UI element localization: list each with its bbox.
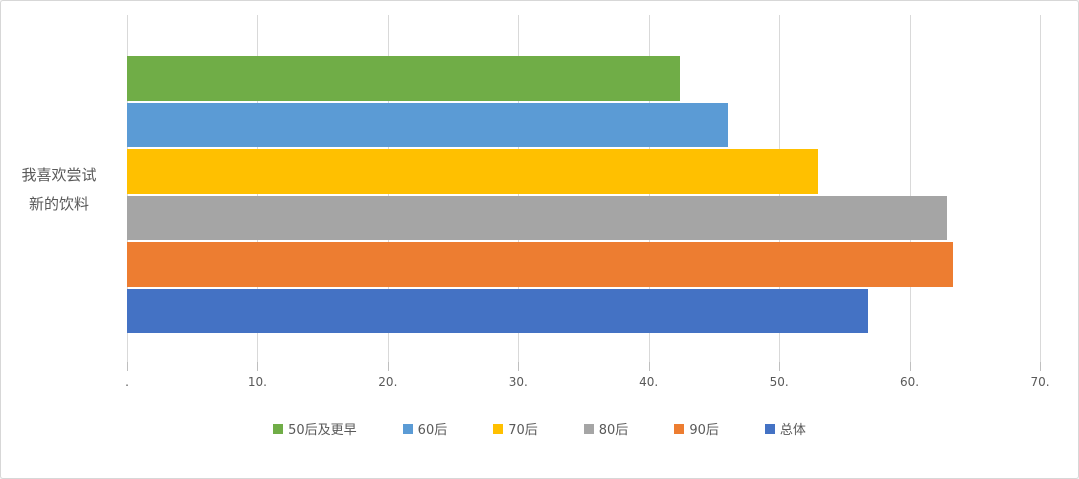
legend-label-3: 80后 (598, 423, 629, 438)
x-axis-tick-label-30: 30. (508, 375, 528, 389)
gridline-60 (909, 15, 911, 362)
x-axis-tick-mark-50 (779, 362, 781, 371)
category-axis-label-line-2: 新的饮料 (28, 195, 89, 213)
legend: 50后及更早 60后 70后 80后 90后 总体 (1, 419, 1078, 438)
legend-item-3[interactable]: 80后 (583, 419, 629, 438)
x-axis-tick-label-40: 40. (639, 375, 659, 389)
x-axis-tick-mark-10 (257, 362, 259, 371)
x-axis-tick-mark-0 (127, 362, 128, 371)
legend-swatch-icon-4 (674, 423, 685, 434)
legend-label-4: 90后 (689, 423, 719, 438)
legend-label-2: 70后 (508, 423, 538, 438)
x-axis-tick-label-50: 50. (769, 375, 789, 389)
legend-item-1[interactable]: 60后 (402, 419, 448, 438)
bar-series-4[interactable] (127, 242, 953, 287)
bar-series-5[interactable] (127, 288, 868, 333)
x-axis-tick-mark-40 (648, 362, 650, 371)
x-axis-tick-label-70: 70. (1030, 375, 1050, 389)
category-axis-label-line-1: 我喜欢尝试 (21, 166, 97, 184)
legend-label-0: 50后及更早 (288, 423, 357, 438)
legend-item-4[interactable]: 90后 (674, 419, 719, 438)
x-axis-tick-label-10: 10. (247, 375, 267, 389)
legend-item-0[interactable]: 50后及更早 (273, 419, 357, 438)
legend-swatch-icon-1 (402, 423, 413, 434)
legend-swatch-icon-3 (583, 423, 594, 434)
bar-series-2[interactable] (127, 149, 819, 194)
bar-series-3[interactable] (127, 195, 948, 240)
legend-swatch-icon-2 (493, 423, 504, 434)
x-axis-tick-mark-70 (1040, 362, 1041, 371)
legend-label-1: 60后 (417, 423, 448, 438)
x-axis-tick-mark-30 (518, 362, 520, 371)
x-axis-tick-mark-60 (909, 362, 911, 371)
legend-swatch-icon-5 (764, 423, 775, 434)
x-axis-tick-label-20: 20. (378, 375, 398, 389)
x-axis-tick-mark-20 (387, 362, 389, 371)
legend-item-5[interactable]: 总体 (764, 419, 806, 438)
legend-label-5: 总体 (779, 423, 806, 438)
legend-item-2[interactable]: 70后 (493, 419, 538, 438)
category-axis-label: 我喜欢尝试 新的饮料 (1, 161, 117, 219)
gridline-70 (1040, 15, 1041, 362)
bar-series-1[interactable] (127, 102, 729, 147)
x-axis-tick-label-0: . (125, 375, 129, 389)
legend-swatch-icon-0 (273, 423, 284, 434)
plot-area: . 10. 20. 30. 40. 50. 60. 70. (125, 15, 1050, 389)
bar-series-0[interactable] (127, 56, 681, 101)
x-axis-tick-label-60: 60. (900, 375, 920, 389)
